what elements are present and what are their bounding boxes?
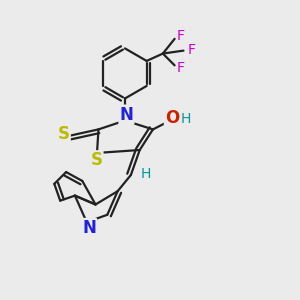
Text: F: F	[177, 61, 185, 75]
Text: N: N	[82, 219, 96, 237]
Text: S: S	[90, 151, 102, 169]
Text: F: F	[188, 43, 196, 57]
Text: H: H	[181, 112, 191, 126]
Text: N: N	[119, 106, 134, 124]
Text: O: O	[165, 109, 179, 127]
Text: H: H	[141, 167, 152, 181]
Text: S: S	[58, 125, 70, 143]
Text: F: F	[177, 29, 185, 43]
